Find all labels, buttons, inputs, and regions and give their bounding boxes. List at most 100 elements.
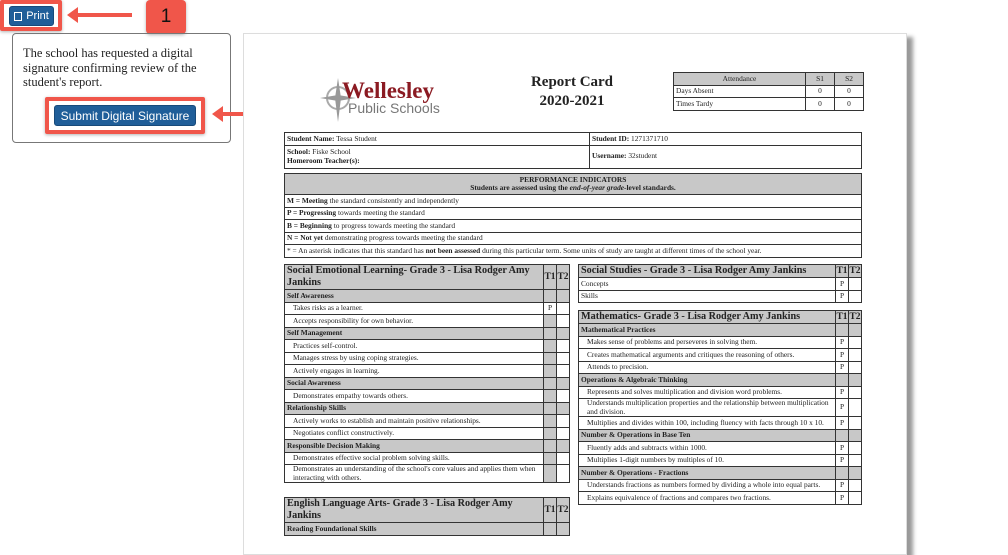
indicator-meeting: M = Meeting the standard consistently an…	[284, 194, 862, 208]
compass-icon	[320, 78, 356, 122]
standard-row: Practices self-control.	[284, 339, 570, 353]
subject-table: Mathematics- Grade 3 - Lisa Rodger Amy J…	[578, 310, 862, 505]
indicator-text: the standard consistently and independen…	[327, 195, 459, 205]
t2-grade	[848, 441, 862, 455]
t2-grade	[556, 339, 570, 353]
indicator-beginning: B = Beginning to progress towards meetin…	[284, 219, 862, 233]
school-name: Fiske School	[312, 147, 351, 156]
annotation-arrow-2	[212, 106, 255, 122]
indicator-code: N = Not yet	[287, 233, 324, 242]
standard-row: Multiplies 1-digit numbers by multiples …	[578, 453, 862, 467]
submit-digital-signature-button[interactable]: Submit Digital Signature	[54, 105, 196, 126]
t2-grade	[848, 416, 862, 430]
t1-cell	[543, 376, 557, 390]
t2-cell	[556, 376, 570, 390]
t2-header: T2	[848, 310, 862, 324]
t2-grade	[848, 277, 862, 291]
subject-title: Mathematics- Grade 3 - Lisa Rodger Amy J…	[578, 310, 836, 324]
signature-message: The school has requested a digital signa…	[23, 46, 197, 89]
username-label: Username:	[592, 151, 627, 161]
indicator-not-yet: N = Not yet demonstrating progress towar…	[284, 231, 862, 245]
performance-indicators-table: PERFORMANCE INDICATORS Students are asses…	[284, 173, 862, 258]
times-tardy-s2: 0	[834, 97, 864, 111]
logo-line2: Public Schools	[348, 100, 440, 116]
indicator-emphasis: not been assessed	[425, 245, 481, 255]
student-id-label: Student ID:	[592, 133, 630, 143]
t2-grade	[848, 289, 862, 303]
t1-grade: P	[835, 441, 849, 455]
subject-table: Social Emotional Learning- Grade 3 - Lis…	[284, 264, 570, 483]
standard-row: Fluently adds and subtracts within 1000.…	[578, 441, 862, 455]
standard-row: Demonstrates effective social problem so…	[284, 451, 570, 465]
t1-grade	[543, 426, 557, 440]
t1-grade	[543, 351, 557, 365]
standard-label: Actively works to establish and maintain…	[284, 414, 544, 428]
standard-row: Demonstrates empathy towards others.	[284, 389, 570, 403]
attendance-header: Attendance	[673, 72, 806, 86]
indicator-text: towards meeting the standard	[336, 208, 425, 217]
indicator-text: * = An asterisk indicates that this stan…	[287, 245, 426, 255]
t1-cell	[543, 289, 557, 303]
t1-cell	[835, 428, 849, 442]
t1-cell	[835, 323, 849, 337]
standard-label: Concepts	[578, 277, 836, 291]
t2-grade	[556, 451, 570, 465]
t2-grade	[848, 398, 862, 417]
t1-grade	[543, 451, 557, 465]
t2-cell	[556, 401, 570, 415]
indicator-progressing: P = Progressing towards meeting the stan…	[284, 206, 862, 220]
s1-header: S1	[805, 72, 835, 86]
standard-row: Understands multiplication properties an…	[578, 398, 862, 417]
standard-row: Actively works to establish and maintain…	[284, 414, 570, 428]
t2-grade	[848, 348, 862, 362]
t2-cell	[556, 289, 570, 303]
school-cell: School: Fiske School Homeroom Teacher(s):	[284, 144, 590, 169]
indicator-text: to progress towards meeting the standard	[331, 220, 456, 230]
subject-title: English Language Arts- Grade 3 - Lisa Ro…	[284, 497, 544, 523]
standard-row: Attends to precision. P	[578, 360, 862, 374]
indicator-code: P = Progressing	[287, 208, 337, 217]
standard-label: Actively engages in learning.	[284, 364, 544, 378]
t2-header: T2	[848, 264, 862, 278]
t2-grade	[556, 301, 570, 315]
standard-row: Makes sense of problems and perseveres i…	[578, 335, 862, 349]
standard-row: Skills P	[578, 289, 862, 303]
t2-cell	[556, 439, 570, 453]
t1-grade: P	[835, 348, 849, 362]
t2-cell	[848, 323, 862, 337]
section-header: Responsible Decision Making	[284, 439, 544, 453]
section-header: Operations & Algebraic Thinking	[578, 373, 836, 387]
days-absent-s1: 0	[805, 84, 835, 98]
subtitle-part: -level standards.	[624, 183, 676, 192]
standard-row: Represents and solves multiplication and…	[578, 385, 862, 399]
t1-grade: P	[835, 416, 849, 430]
standard-label: Creates mathematical arguments and criti…	[578, 348, 836, 362]
report-title: Report Card	[530, 74, 614, 90]
section-header: Reading Foundational Skills	[284, 522, 544, 536]
section-header: Number & Operations in Base Ten	[578, 428, 836, 442]
standard-row: Concepts P	[578, 277, 862, 291]
annotation-highlight-submit	[45, 97, 205, 134]
section-header: Self Awareness	[284, 289, 544, 303]
print-button[interactable]: Print	[9, 6, 54, 26]
indicators-title: PERFORMANCE INDICATORS	[519, 174, 627, 184]
t1-grade: P	[835, 289, 849, 303]
standard-label: Demonstrates empathy towards others.	[284, 389, 544, 403]
t1-header: T1	[543, 497, 557, 523]
attendance-table: Attendance S1 S2 Days Absent 0 0 Times Tardy…	[673, 72, 864, 111]
standard-row: Creates mathematical arguments and criti…	[578, 348, 862, 362]
t2-grade	[848, 453, 862, 467]
t1-grade: P	[835, 360, 849, 374]
subject-table: Social Studies - Grade 3 - Lisa Rodger A…	[578, 264, 862, 303]
t1-grade: P	[835, 398, 849, 417]
standard-label: Fluently adds and subtracts within 1000.	[578, 441, 836, 455]
standard-row: Understands fractions as numbers formed …	[578, 478, 862, 492]
t1-cell	[543, 326, 557, 340]
standard-row: Explains equivalence of fractions and co…	[578, 491, 862, 505]
section-header: Social Awareness	[284, 376, 544, 390]
indicator-code: M = Meeting	[287, 195, 328, 205]
standard-label: Practices self-control.	[284, 339, 544, 353]
school-logo: Wellesley Public Schools	[318, 76, 448, 124]
t1-cell	[543, 401, 557, 415]
print-label: Print	[26, 10, 49, 22]
